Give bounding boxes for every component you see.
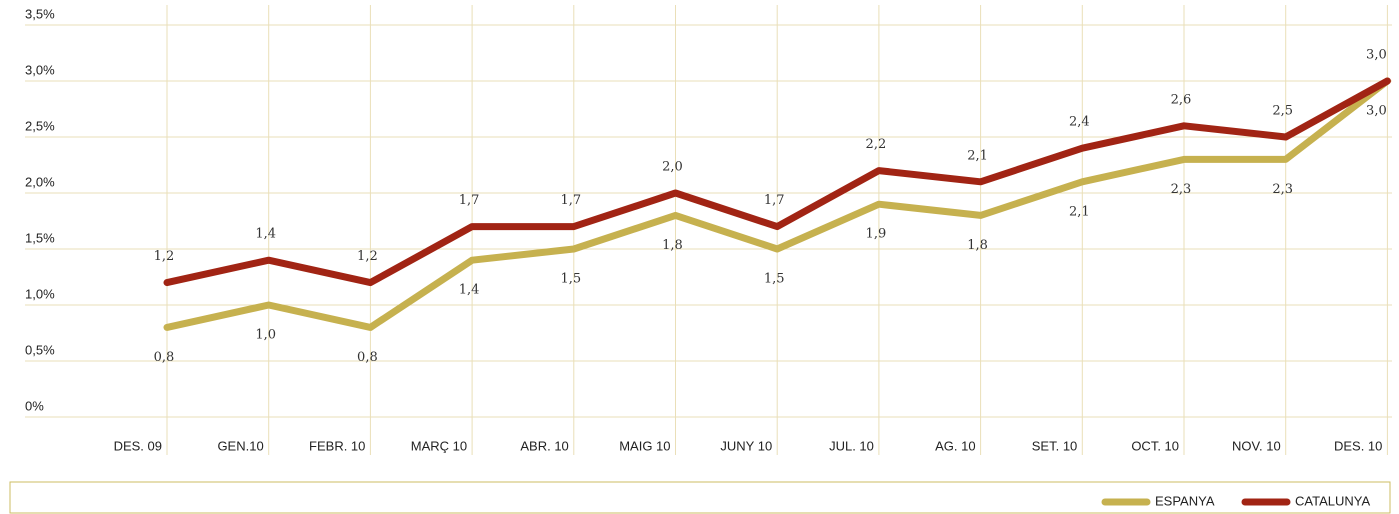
data-label: 2,6 bbox=[1171, 92, 1192, 107]
data-label: 1,2 bbox=[154, 249, 175, 264]
y-tick-label: 3,5% bbox=[25, 6, 55, 21]
x-tick-label: JUNY 10 bbox=[720, 438, 772, 453]
legend-label: ESPANYA bbox=[1155, 493, 1215, 508]
x-tick-label: MAIG 10 bbox=[619, 438, 670, 453]
data-label: 1,8 bbox=[662, 238, 683, 253]
y-tick-label: 3,0% bbox=[25, 62, 55, 77]
data-label: 1,8 bbox=[967, 238, 988, 253]
x-tick-label: GEN.10 bbox=[217, 438, 263, 453]
data-label: 2,3 bbox=[1272, 182, 1293, 197]
data-label: 3,0 bbox=[1366, 104, 1387, 119]
series-line bbox=[163, 77, 1391, 331]
data-label: 1,7 bbox=[764, 193, 785, 208]
x-tick-label: ABR. 10 bbox=[520, 438, 568, 453]
data-label: 2,4 bbox=[1069, 115, 1090, 130]
x-tick-label: AG. 10 bbox=[935, 438, 975, 453]
legend-label: CATALUNYA bbox=[1295, 493, 1370, 508]
y-tick-label: 1,0% bbox=[25, 286, 55, 301]
y-tick-label: 1,5% bbox=[25, 230, 55, 245]
x-tick-label: DES. 09 bbox=[114, 438, 162, 453]
data-label: 1,7 bbox=[560, 193, 581, 208]
data-label: 1,5 bbox=[764, 272, 785, 287]
x-tick-label: SET. 10 bbox=[1032, 438, 1078, 453]
data-label: 2,3 bbox=[1171, 182, 1192, 197]
data-label: 1,7 bbox=[459, 193, 480, 208]
x-tick-label: MARÇ 10 bbox=[411, 438, 467, 453]
data-label: 0,8 bbox=[357, 350, 378, 365]
x-tick-label: FEBR. 10 bbox=[309, 438, 365, 453]
y-tick-label: 2,0% bbox=[25, 174, 55, 189]
y-tick-label: 0% bbox=[25, 398, 44, 413]
data-label: 0,8 bbox=[154, 350, 175, 365]
series-line bbox=[163, 77, 1391, 287]
legend-box bbox=[9, 481, 1391, 514]
data-label: 2,5 bbox=[1272, 104, 1293, 119]
data-label: 1,4 bbox=[459, 283, 480, 298]
data-label: 3,0 bbox=[1366, 48, 1387, 63]
data-label: 1,5 bbox=[560, 272, 581, 287]
x-tick-label: OCT. 10 bbox=[1131, 438, 1179, 453]
x-tick-label: JUL. 10 bbox=[829, 438, 874, 453]
data-label: 1,9 bbox=[866, 227, 887, 242]
y-tick-label: 0,5% bbox=[25, 342, 55, 357]
x-tick-label: NOV. 10 bbox=[1232, 438, 1281, 453]
data-label: 2,1 bbox=[1069, 204, 1090, 219]
data-label: 2,0 bbox=[662, 160, 683, 175]
y-tick-label: 2,5% bbox=[25, 118, 55, 133]
data-label: 2,1 bbox=[967, 148, 988, 163]
data-label: 1,0 bbox=[255, 328, 276, 343]
data-label: 1,2 bbox=[357, 249, 378, 264]
data-label: 1,4 bbox=[255, 227, 276, 242]
data-label: 2,2 bbox=[866, 137, 887, 152]
x-tick-label: DES. 10 bbox=[1334, 438, 1382, 453]
